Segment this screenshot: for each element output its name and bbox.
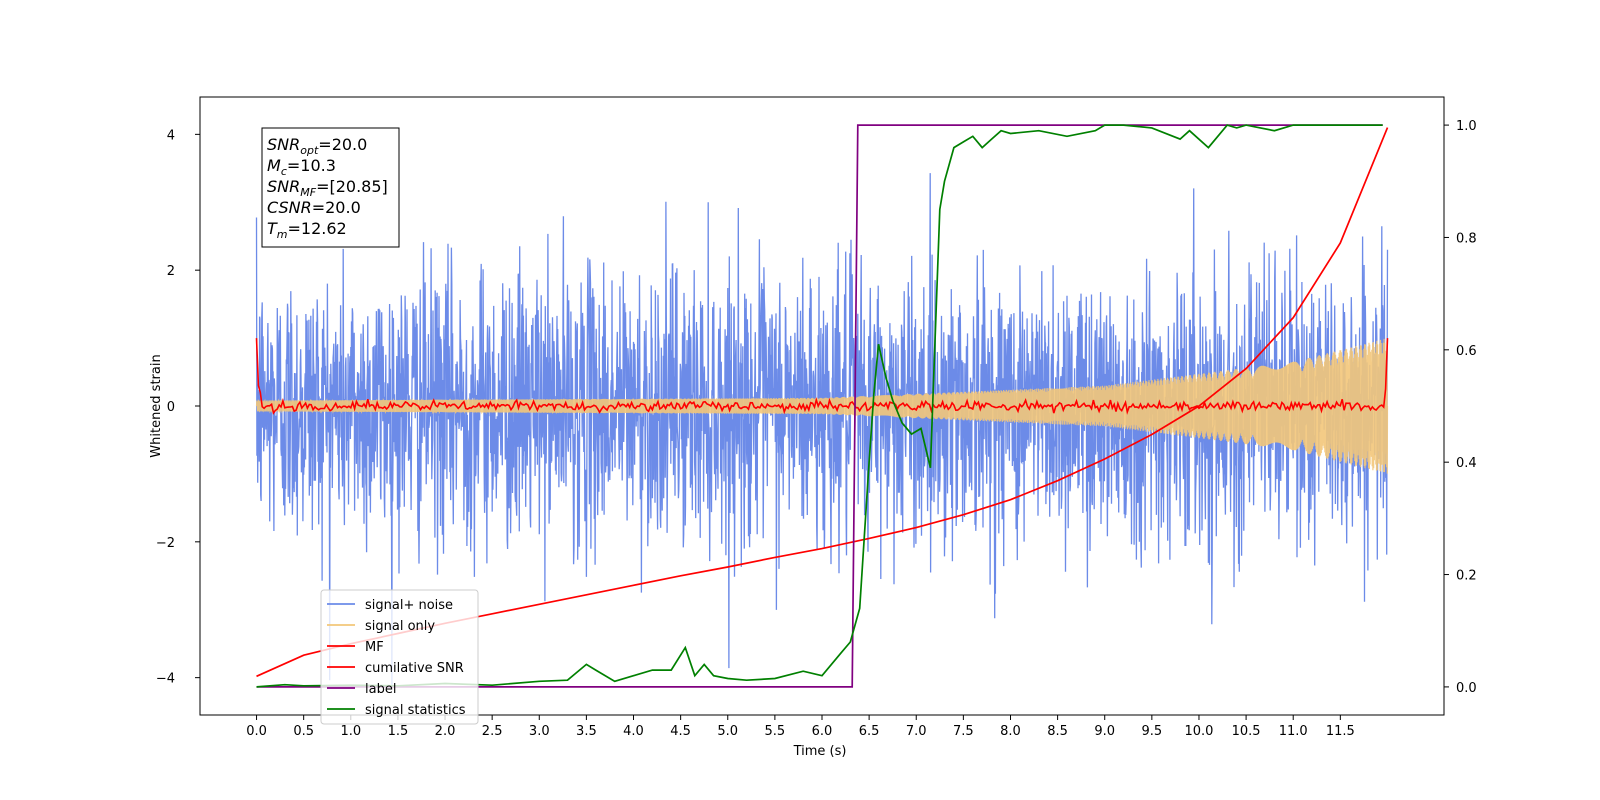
annotation-frame	[261, 127, 400, 248]
x-tick-label: 0.5	[293, 724, 314, 739]
annotation-box: SNRopt=20.0Mc=10.3SNRMF=[20.85]CSNR=20.0…	[261, 127, 400, 248]
legend-label: signal statistics	[365, 703, 466, 718]
legend: signal+ noise signal only MF cumilative SNR…	[320, 589, 479, 725]
x-tick-label: 10.5	[1232, 724, 1261, 739]
y-tick-label: −4	[156, 672, 175, 687]
x-tick-label: 9.5	[1142, 724, 1163, 739]
legend-label: cumilative SNR	[365, 661, 464, 676]
x-tick-label: 0.0	[246, 724, 267, 739]
series-mf	[255, 338, 1389, 415]
legend-label: signal+ noise	[365, 598, 453, 613]
legend-label: MF	[365, 640, 384, 655]
x-tick-label: 1.5	[388, 724, 409, 739]
y2-tick-label: 0.4	[1456, 456, 1477, 471]
y2-tick-label: 0.0	[1456, 681, 1477, 696]
y2-tick-label: 1.0	[1456, 119, 1477, 134]
x-axis: 0.0 0.5 1.0 1.5 2.0 2.5 3.0 3.5 4.0 4.5 5.0 5.5 6.0 6…	[246, 715, 1355, 739]
x-tick-label: 4.5	[670, 724, 691, 739]
annotation-line: CSNR=20.0	[267, 198, 361, 217]
x-tick-label: 4.0	[623, 724, 644, 739]
x-tick-label: 2.0	[435, 724, 456, 739]
annotation-line: Mc=10.3	[267, 156, 336, 178]
x-tick-label: 1.0	[340, 724, 361, 739]
x-tick-label: 8.5	[1047, 724, 1068, 739]
x-tick-label: 5.5	[765, 724, 786, 739]
x-tick-label: 2.5	[482, 724, 503, 739]
x-tick-label: 7.5	[953, 724, 974, 739]
legend-label: label	[365, 682, 396, 697]
series-signal-statistics	[256, 124, 1383, 688]
x-tick-label: 7.0	[906, 724, 927, 739]
x-axis-label: Time (s)	[793, 744, 847, 759]
x-tick-label: 8.0	[1000, 724, 1021, 739]
x-tick-label: 5.0	[717, 724, 738, 739]
annotation-line: SNRMF=[20.85]	[267, 177, 388, 199]
x-tick-label: 10.0	[1184, 724, 1213, 739]
annotation-line: Tm=12.62	[267, 219, 347, 241]
x-tick-label: 9.0	[1094, 724, 1115, 739]
x-tick-label: 11.0	[1279, 724, 1308, 739]
y-axis-left: −4 −2 0 2 4	[156, 128, 200, 687]
annotation-line: SNRopt=20.0	[267, 135, 367, 157]
y-tick-label: 0	[167, 400, 175, 415]
x-tick-label: 3.5	[576, 724, 597, 739]
y-axis-right: 0.0 0.2 0.4 0.6 0.8 1.0	[1444, 119, 1477, 696]
y2-tick-label: 0.6	[1456, 344, 1477, 359]
y2-tick-label: 0.2	[1456, 569, 1477, 584]
legend-frame	[320, 589, 479, 725]
y2-tick-label: 0.8	[1456, 231, 1477, 246]
y-tick-label: 4	[167, 128, 175, 143]
legend-label: signal only	[365, 619, 435, 634]
x-tick-label: 11.5	[1326, 724, 1355, 739]
y-tick-label: −2	[156, 536, 175, 551]
x-tick-label: 3.0	[529, 724, 550, 739]
x-tick-label: 6.5	[859, 724, 880, 739]
x-tick-label: 6.0	[812, 724, 833, 739]
y-tick-label: 2	[167, 264, 175, 279]
y-axis-label: Whitened strain	[149, 354, 164, 457]
